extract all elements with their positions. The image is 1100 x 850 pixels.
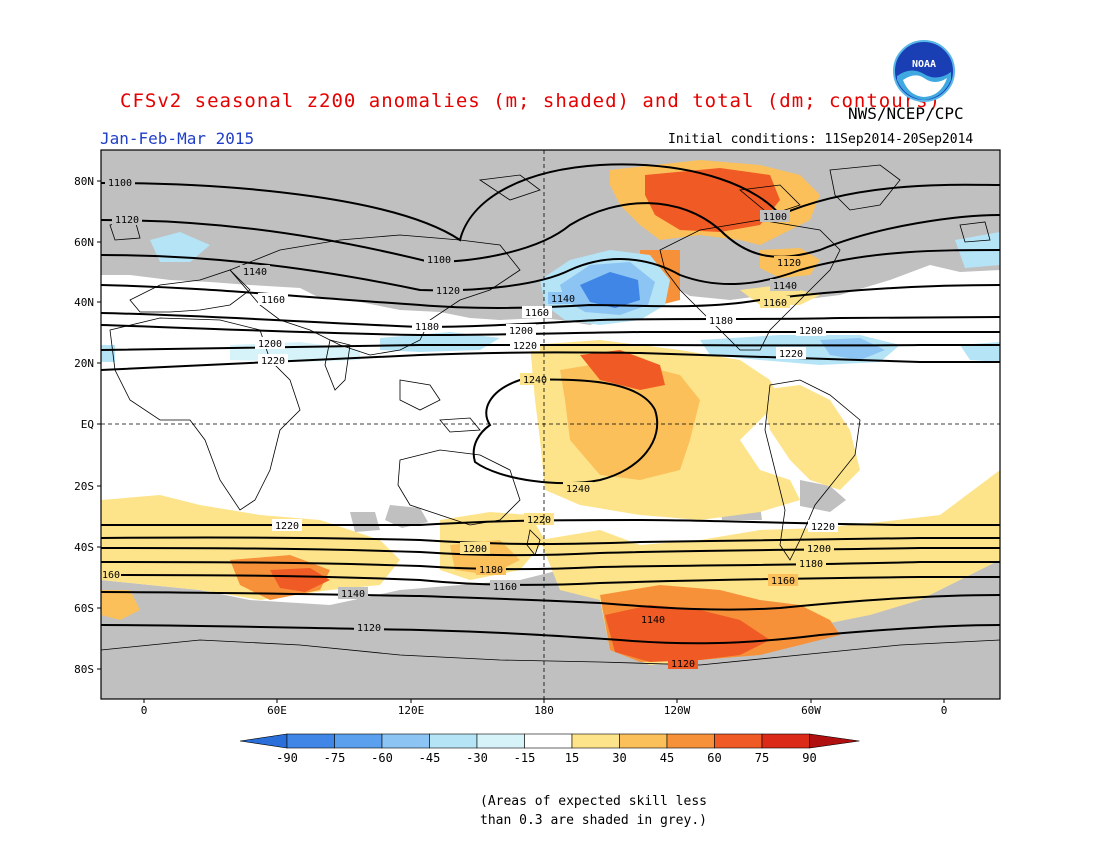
- colorbar-swatch: [334, 733, 383, 749]
- contour-label: 1200: [799, 326, 823, 337]
- colorbar-tick-label: -75: [324, 751, 346, 765]
- colorbar-tick-label: 75: [755, 751, 769, 765]
- colorbar-tick-label: 45: [660, 751, 674, 765]
- contour-label: 1100: [763, 212, 787, 223]
- coastlines: [101, 164, 1000, 666]
- colorbar-swatch: [476, 733, 525, 749]
- lon-label: 120W: [664, 704, 691, 717]
- colorbar-swatch: [666, 733, 715, 749]
- contour-label: 1220: [811, 522, 835, 533]
- lat-label: 80N: [74, 175, 94, 188]
- contour-label: 1200: [463, 544, 487, 555]
- colorbar-swatch: [381, 733, 430, 749]
- colorbar-tick-label: -60: [371, 751, 393, 765]
- contour-label: 1100: [108, 178, 132, 189]
- contour-label: 1140: [773, 281, 797, 292]
- lon-label: 60W: [801, 704, 821, 717]
- colorbar-tick-label: 30: [612, 751, 626, 765]
- contour-label: 1140: [551, 294, 575, 305]
- lat-label: 80S: [74, 663, 94, 676]
- contour-label: 1180: [415, 322, 439, 333]
- contour-label: 1160: [763, 298, 787, 309]
- colorbar-tick-label: 15: [565, 751, 579, 765]
- contour-label: 1180: [479, 565, 503, 576]
- contour-label: 1240: [523, 375, 547, 386]
- colorbar-swatch: [429, 733, 478, 749]
- colorbar-tick-label: -90: [276, 751, 298, 765]
- colorbar-swatch: [571, 733, 620, 749]
- contour-label: 1100: [427, 255, 451, 266]
- contour-label: 1220: [261, 356, 285, 367]
- lat-label: EQ: [81, 418, 94, 431]
- colorbar-tick-label: -15: [514, 751, 536, 765]
- colorbar-swatch: [714, 733, 763, 749]
- contour-label: 1240: [566, 484, 590, 495]
- lat-label: 40N: [74, 296, 94, 309]
- lon-label: 120E: [398, 704, 425, 717]
- chart-title: CFSv2 seasonal z200 anomalies (m; shaded…: [120, 90, 941, 112]
- colorbar-arrow-right: [809, 733, 860, 749]
- skill-note-line: than 0.3 are shaded in grey.): [480, 813, 707, 828]
- contour-labels: 1100 1120 1140 1160 1180 1200 1220 1100 …: [101, 176, 838, 670]
- contour-label: 1180: [709, 316, 733, 327]
- colorbar-swatch: [524, 733, 573, 749]
- skill-note-line: (Areas of expected skill less: [480, 794, 707, 809]
- lat-label: 60N: [74, 236, 94, 249]
- noaa-logo-text: NOAA: [912, 59, 936, 70]
- contour-label: 1140: [341, 589, 365, 600]
- colorbar-tick-label: 90: [802, 751, 816, 765]
- noaa-logo-icon: NOAA: [893, 40, 955, 102]
- forecast-period: Jan-Feb-Mar 2015: [100, 129, 255, 148]
- colorbar-swatch: [286, 733, 335, 749]
- lon-label: 0: [141, 704, 148, 717]
- contour-label: 1200: [258, 339, 282, 350]
- contour-label: 1200: [509, 326, 533, 337]
- colorbar-tick-label: 60: [707, 751, 721, 765]
- colorbar-arrow-left: [239, 733, 288, 749]
- contour-label: 1220: [779, 349, 803, 360]
- contour-label: 160: [102, 570, 120, 581]
- colorbar-tick-label: -45: [419, 751, 441, 765]
- contour-label: 1200: [807, 544, 831, 555]
- height-contours: [101, 163, 1000, 645]
- contour-label: 1220: [527, 515, 551, 526]
- initial-conditions: Initial conditions: 11Sep2014-20Sep2014: [668, 132, 974, 147]
- lon-label: 0: [941, 704, 948, 717]
- contour-label: 1120: [777, 258, 801, 269]
- colorbar-swatch: [761, 733, 810, 749]
- contour-label: 1140: [243, 267, 267, 278]
- contour-label: 1140: [641, 615, 665, 626]
- lat-label: 20N: [74, 357, 94, 370]
- colorbar-tick-label: -30: [466, 751, 488, 765]
- contour-label: 1120: [436, 286, 460, 297]
- agency-label: NWS/NCEP/CPC: [848, 104, 964, 123]
- lon-label: 60E: [267, 704, 287, 717]
- contour-label: 1120: [115, 215, 139, 226]
- lat-label: 20S: [74, 480, 94, 493]
- contour-label: 1120: [671, 659, 695, 670]
- lat-label: 40S: [74, 541, 94, 554]
- contour-label: 1160: [525, 308, 549, 319]
- contour-label: 1160: [261, 295, 285, 306]
- contour-label: 1120: [357, 623, 381, 634]
- contour-label: 1160: [771, 576, 795, 587]
- lon-label: 180: [534, 704, 554, 717]
- contour-label: 1160: [493, 582, 517, 593]
- colorbar: -90 -75 -60 -45 -30 -15 15 30 45 60 75 90: [239, 733, 860, 765]
- contour-label: 1220: [513, 341, 537, 352]
- latitude-axis: [97, 180, 101, 670]
- colorbar-swatch: [619, 733, 668, 749]
- contour-label: 1220: [275, 521, 299, 532]
- skill-note: (Areas of expected skill less than 0.3 a…: [480, 792, 707, 830]
- lat-label: 60S: [74, 602, 94, 615]
- contour-label: 1180: [799, 559, 823, 570]
